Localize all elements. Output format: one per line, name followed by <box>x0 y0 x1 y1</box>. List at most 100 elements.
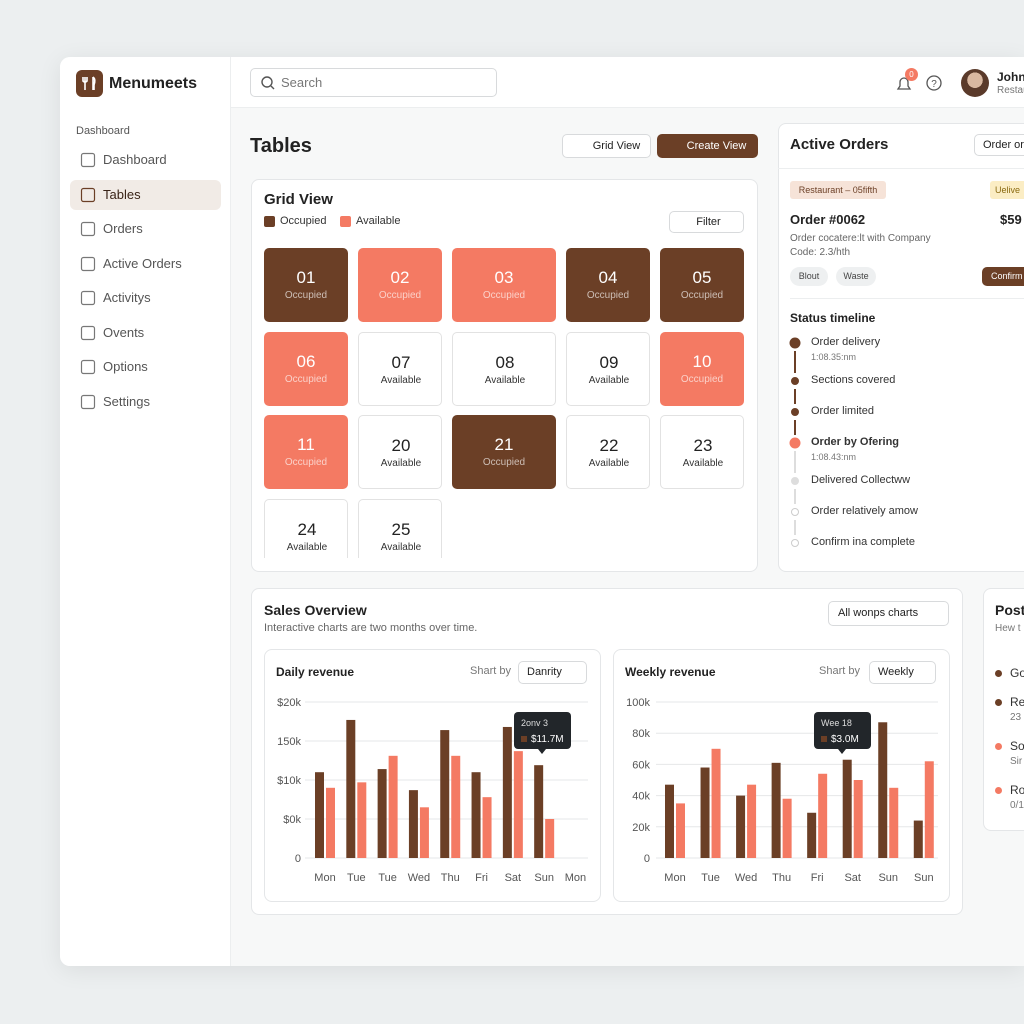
tile-number: 21 <box>494 435 514 454</box>
panel-title: Post <box>995 601 1024 618</box>
nav-item[interactable]: Orders <box>70 214 221 244</box>
tile-number: 01 <box>296 268 316 287</box>
nav-label: Orders <box>103 221 143 237</box>
table-tile[interactable]: 11 Occupied <box>264 415 348 489</box>
order-button[interactable]: Order or <box>974 134 1024 156</box>
table-tile[interactable]: 25 Available <box>358 499 442 558</box>
logo <box>76 70 103 97</box>
tile-status: Available <box>380 375 422 386</box>
table-tile[interactable]: 05 Occupied <box>660 248 744 322</box>
nav-item[interactable]: Tables <box>70 179 221 210</box>
table-tile[interactable]: 10 Occupied <box>660 332 744 406</box>
table-tile[interactable]: 02 Occupied <box>358 248 442 322</box>
icon-shape <box>80 394 96 409</box>
create-view-button[interactable]: Create View <box>657 134 758 158</box>
tile-number: 10 <box>692 352 712 371</box>
timeline-label: Order delivery <box>811 336 881 349</box>
table-tile[interactable]: 03 Occupied <box>452 248 556 322</box>
tile-number: 02 <box>390 268 410 287</box>
nav-item[interactable]: Settings <box>70 387 221 417</box>
nav-icon <box>80 187 96 202</box>
tile-number: 04 <box>598 268 618 287</box>
timeline-label: Sections covered <box>811 374 896 387</box>
table-tile[interactable]: 08 Available <box>452 332 556 406</box>
header-icons[interactable]: ? <box>893 70 953 98</box>
nav-label: Tables <box>103 186 141 202</box>
chart-dropdown[interactable]: All wonps charts <box>828 601 949 626</box>
post-dot <box>995 743 1002 750</box>
nav-label: Activitys <box>103 290 151 306</box>
legend-label: Available <box>356 215 401 228</box>
nav-item[interactable]: Dashboard <box>70 145 221 175</box>
legend-swatch <box>264 216 275 227</box>
nav-item[interactable]: Options <box>70 352 221 382</box>
timeline-dot <box>791 408 799 416</box>
timeline-label: Order by Ofering <box>811 436 900 449</box>
icon-shape <box>80 152 96 168</box>
table-tile[interactable]: 22 Available <box>566 415 650 489</box>
nav-label: Active Orders <box>103 255 182 271</box>
confirm-button[interactable]: Confirm <box>982 267 1024 286</box>
post-dot <box>995 787 1002 794</box>
table-tile[interactable]: 21 Occupied <box>452 415 556 489</box>
nav-icon <box>80 394 96 409</box>
tile-number: 09 <box>599 353 619 372</box>
tile-number: 05 <box>692 268 712 287</box>
tag: Uelive <box>990 181 1024 199</box>
nav-label: Ovents <box>103 324 145 340</box>
tile-status: Available <box>682 458 724 469</box>
table-tile[interactable]: 23 Available <box>660 415 744 489</box>
table-tile[interactable]: 04 Occupied <box>566 248 650 322</box>
table-tile[interactable]: 20 Available <box>358 415 442 489</box>
table-tile[interactable]: 07 Available <box>358 332 442 406</box>
filter-button[interactable]: Filter <box>669 211 744 233</box>
tile-number: 20 <box>391 436 411 455</box>
tile-number: 23 <box>693 436 713 455</box>
sort-dropdown[interactable]: Weekly <box>869 661 936 684</box>
page-title: Tables <box>250 135 312 157</box>
table-tile[interactable]: 06 Occupied <box>264 332 348 406</box>
panel-subtitle: Interactive charts are two months over t… <box>264 622 478 635</box>
tile-number: 22 <box>599 436 619 455</box>
timeline-label: Order limited <box>811 405 874 418</box>
table-tile[interactable]: 01 Occupied <box>264 248 348 322</box>
chart-box <box>613 649 950 902</box>
legend-swatch <box>340 216 351 227</box>
icon-shape <box>80 359 96 375</box>
tile-status: Occupied <box>482 457 526 468</box>
sort-label: Shart by <box>819 665 860 678</box>
tile-status: Occupied <box>284 290 328 301</box>
sort-dropdown[interactable]: Danrity <box>518 661 587 684</box>
nav-item[interactable]: Ovents <box>70 318 221 348</box>
nav-item[interactable]: Activitys <box>70 283 221 313</box>
panel-title: Sales Overview <box>264 601 367 618</box>
icon-shape <box>80 256 96 271</box>
logo-icon <box>82 76 96 90</box>
grid-view-button[interactable]: Grid View <box>562 134 651 158</box>
tile-number: 08 <box>495 353 515 372</box>
chip[interactable]: Blout <box>790 267 828 286</box>
panel-title: Grid View <box>264 191 333 208</box>
avatar[interactable] <box>961 69 989 97</box>
order-code: Code: 2.3/hth <box>790 247 851 258</box>
chip[interactable]: Waste <box>836 267 876 286</box>
tile-status: Available <box>380 542 422 553</box>
chart-box <box>264 649 601 902</box>
tile-number: 25 <box>391 520 411 539</box>
search-box[interactable] <box>250 68 497 97</box>
nav-icon <box>80 256 96 271</box>
tile-status: Occupied <box>680 290 724 301</box>
nav-icon <box>80 290 96 306</box>
tile-status: Occupied <box>680 374 724 385</box>
timeline-dot <box>789 337 801 349</box>
nav-icon <box>80 221 96 237</box>
table-tile[interactable]: 24 Available <box>264 499 348 558</box>
sort-label: Shart by <box>470 665 511 678</box>
nav-label: Settings <box>103 393 150 409</box>
badge: 0 <box>905 68 918 81</box>
post-sub: 23 <box>1010 712 1022 723</box>
table-tile[interactable]: 09 Available <box>566 332 650 406</box>
nav-label: Options <box>103 359 148 375</box>
nav-item[interactable]: Active Orders <box>70 249 221 279</box>
